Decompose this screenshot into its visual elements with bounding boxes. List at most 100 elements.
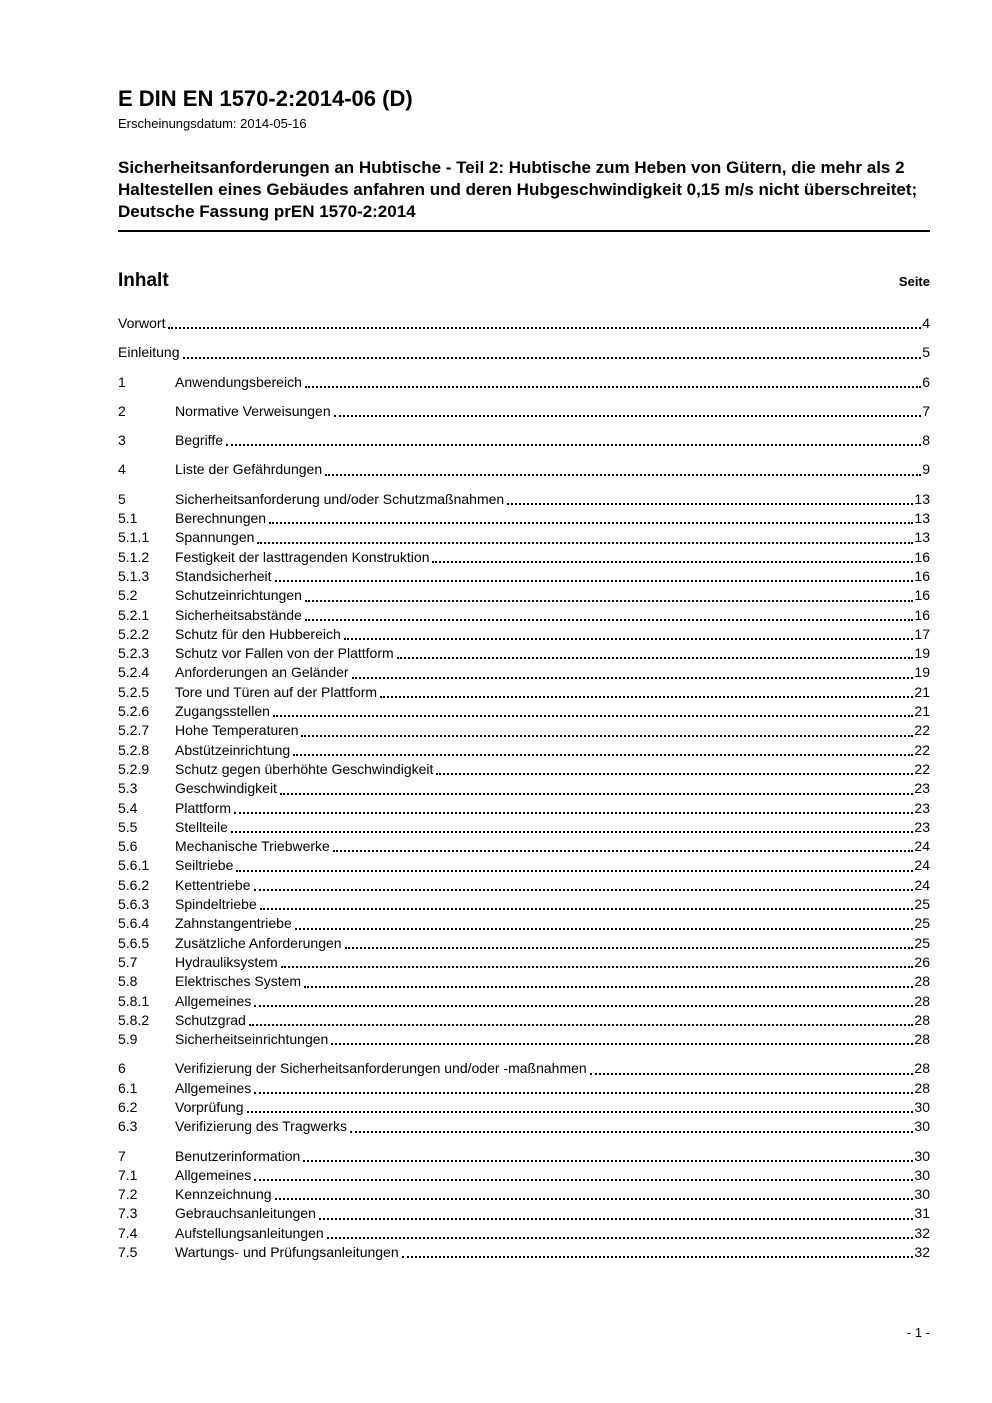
toc-entry-page: 26 [914,953,930,970]
toc-entry-title: Allgemeines [175,1079,252,1096]
toc-entry-number: 5.6.2 [118,876,150,893]
toc-heading: Inhalt [118,270,169,291]
toc-entry-number: 5.2.9 [118,760,150,777]
toc-entry: 5.5 Stellteile 23 [118,818,930,837]
toc-entry-number: 4 [118,461,126,478]
toc-entry-title: Sicherheitsabstände [175,606,302,623]
toc-entry-title: Zusätzliche Anforderungen [175,934,342,951]
toc-entry-title: Allgemeines [175,992,252,1009]
toc-entry-title: Berechnungen [175,510,267,527]
toc-entry: 5.7 Hydrauliksystem 26 [118,953,930,972]
toc-entry-title: Spannungen [175,529,255,546]
toc-entry: 6 Verifizierung der Sicherheitsanforderun… [118,1059,930,1078]
toc-dot-leader [259,908,914,911]
toc-entry: 5.1 Berechnungen 13 [118,509,930,528]
toc-entry-number: 7.3 [118,1205,138,1222]
publication-date: Erscheinungsdatum: 2014-05-16 [118,116,307,131]
toc-dot-leader [236,869,914,872]
toc-entry-number: 5.2.5 [118,683,150,700]
toc-entry: 5.4 Plattform 23 [118,799,930,818]
toc-entry-number: 5.2.2 [118,625,150,642]
toc-entry-title: Seiltriebe [175,857,234,874]
toc-dot-leader [293,753,914,756]
toc-dot-leader [257,541,914,544]
toc-entry-title: Kettentriebe [175,876,251,893]
toc-entry: 5.2.1 Sicherheitsabstände 16 [118,606,930,625]
toc-entry-title: Benutzerinformation [175,1147,301,1164]
toc-entry-page: 17 [914,625,930,642]
toc-entry-title: Schutz für den Hubbereich [175,625,341,642]
toc-dot-leader [274,1198,914,1201]
toc-entry-title: Sicherheitseinrichtungen [175,1031,329,1048]
toc-entry-number: 5.1.1 [118,529,150,546]
toc-entry-page: 19 [914,645,930,662]
toc-entry-page: 16 [914,587,930,604]
toc-entry-page: 24 [914,876,930,893]
toc-header: Inhalt Seite [118,270,930,292]
toc-entry-number: 5.2.8 [118,741,150,758]
toc-entry-title: Stellteile [175,818,228,835]
toc-entry: 5.2.3 Schutz vor Fallen von der Plattform… [118,644,930,663]
toc-dot-leader [396,657,914,660]
toc-dot-leader [343,638,914,641]
toc-entry-title: Kennzeichnung [175,1186,272,1203]
toc-entry: 5 Sicherheitsanforderung und/oder Schutzm… [118,490,930,509]
toc-dot-leader [331,1043,914,1046]
toc-dot-leader [168,327,922,330]
toc-entry-number: 6.1 [118,1079,138,1096]
toc-dot-leader [507,503,914,506]
toc-entry-number: 5.1.2 [118,548,150,565]
toc-dot-leader [304,385,922,388]
toc-entry: 5.2.7 Hohe Temperaturen 22 [118,721,930,740]
toc-entry-number: 7.5 [118,1244,138,1261]
toc-entry: 5.2.2 Schutz für den Hubbereich 17 [118,625,930,644]
toc-entry-number: 2 [118,402,126,419]
toc-entry-title: Anforderungen an Geländer [175,664,349,681]
toc-dot-leader [230,831,914,834]
toc-entry-number: 5.2.6 [118,703,150,720]
toc-entry-title: Aufstellungsanleitungen [175,1224,324,1241]
toc-entry: 5.6.3 Spindeltriebe 25 [118,895,930,914]
toc-entry: 1 Anwendungsbereich 6 [118,373,930,392]
toc-entry-title: Hohe Temperaturen [175,722,299,739]
toc-entry-page: 30 [914,1118,930,1135]
toc-entry-title: Schutz gegen überhöhte Geschwindigkeit [175,760,434,777]
toc-entry-number: 6.2 [118,1098,138,1115]
toc-dot-leader [246,1111,914,1114]
toc-entry: 5.2.4 Anforderungen an Geländer 19 [118,663,930,682]
toc-entry-title: Vorprüfung [175,1098,244,1115]
toc-dot-leader [304,618,914,621]
toc-entry: 7.2 Kennzeichnung 30 [118,1185,930,1204]
toc-dot-leader [436,773,914,776]
toc-entry-page: 16 [914,567,930,584]
toc-entry: 5.1.1 Spannungen 13 [118,528,930,547]
toc-dot-leader [401,1256,914,1259]
toc-entry-title: Mechanische Triebwerke [175,838,330,855]
toc-entry-number: 5.2.3 [118,645,150,662]
toc-entry: 5.1.2 Festigkeit der lasttragenden Konstr… [118,548,930,567]
toc-dot-leader [272,715,914,718]
toc-dot-leader [269,522,914,525]
toc-entry-number: 7.4 [118,1224,138,1241]
toc-entry-number: 5.4 [118,799,138,816]
toc-entry-title: Vorwort [118,315,166,331]
toc-entry-page: 31 [914,1205,930,1222]
toc-entry-number: 5.2.7 [118,722,150,739]
toc-entry-page: 13 [914,529,930,546]
toc-dot-leader [318,1217,914,1220]
toc-entry-page: 32 [914,1224,930,1241]
header-divider [118,230,930,232]
table-of-contents: Vorwort 4 Einleitung 5 1 Anwendungsbereich 6 2 N… [118,314,930,1262]
toc-dot-leader [332,850,914,853]
toc-entry-page: 30 [914,1186,930,1203]
toc-entry-number: 5.6.4 [118,915,150,932]
toc-entry-page: 24 [914,857,930,874]
toc-entry-title: Festigkeit der lasttragenden Konstruktio… [175,548,430,565]
toc-entry-page: 24 [914,838,930,855]
toc-entry-title: Hydrauliksystem [175,953,278,970]
toc-dot-leader [304,599,914,602]
toc-entry: 7.5 Wartungs- und Prüfungsanleitungen 32 [118,1243,930,1262]
toc-entry: 2 Normative Verweisungen 7 [118,402,930,421]
toc-entry-title: Geschwindigkeit [175,780,277,797]
